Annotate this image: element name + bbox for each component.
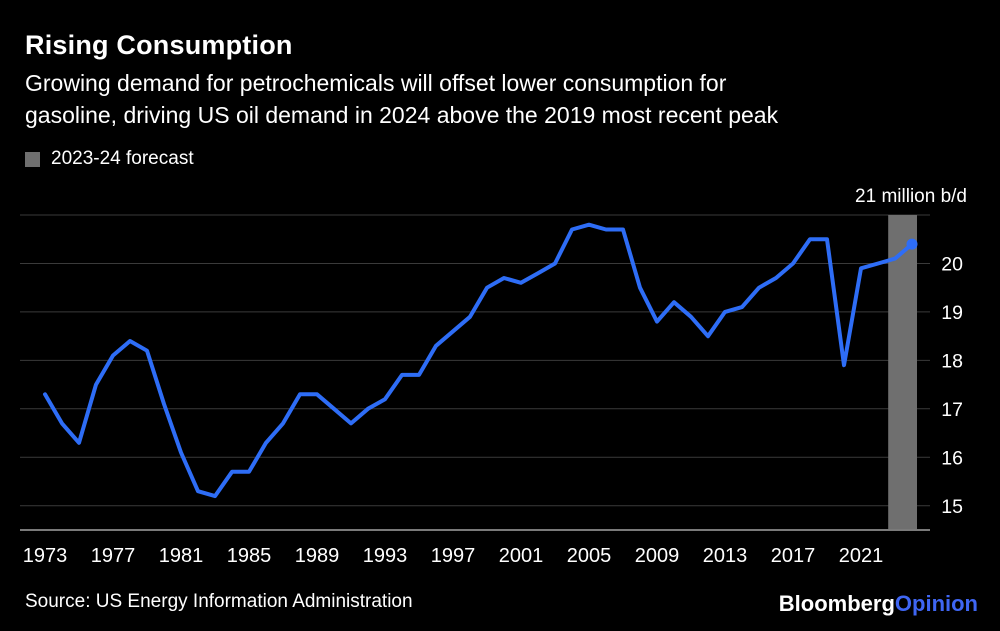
forecast-band [888, 215, 917, 530]
y-tick-label: 16 [941, 447, 963, 469]
x-tick-label: 2009 [635, 545, 680, 567]
chart-subtitle-line1: Growing demand for petrochemicals will o… [25, 70, 727, 96]
line-end-dot [906, 238, 918, 250]
x-tick-label: 1997 [431, 545, 476, 567]
x-tick-label: 2017 [771, 545, 816, 567]
chart-subtitle: Growing demand for petrochemicals will o… [25, 67, 778, 131]
brand-bloomberg: Bloomberg [778, 591, 895, 616]
x-tick-label: 1977 [91, 545, 136, 567]
x-tick-label: 1989 [295, 545, 340, 567]
x-tick-label: 1973 [23, 545, 68, 567]
y-tick-label: 18 [941, 350, 963, 372]
x-tick-label: 2001 [499, 545, 544, 567]
y-axis-unit-label: 21 million b/d [855, 186, 967, 207]
forecast-legend-swatch [25, 151, 40, 167]
legend: 2023-24 forecast [25, 148, 194, 170]
demand-line [43, 222, 914, 499]
y-tick-label: 20 [941, 254, 963, 276]
x-tick-label: 1985 [227, 545, 272, 567]
y-tick-label: 17 [941, 399, 963, 421]
bloomberg-opinion-logo: BloombergOpinion [779, 591, 978, 617]
brand-opinion: Opinion [894, 591, 978, 616]
x-tick-label: 2005 [567, 545, 612, 567]
x-tick-label: 1981 [159, 545, 204, 567]
chart-title: Rising Consumption [25, 30, 293, 60]
chart-subtitle-line2: gasoline, driving US oil demand in 2024 … [25, 102, 779, 128]
x-tick-label: 2013 [703, 545, 748, 567]
x-tick-label: 1993 [363, 545, 408, 567]
y-tick-label: 15 [941, 496, 963, 518]
forecast-legend-label: 2023-24 forecast [51, 148, 194, 169]
source-note: Source: US Energy Information Administra… [25, 591, 413, 612]
x-tick-label: 2021 [839, 545, 884, 567]
y-tick-label: 19 [941, 302, 963, 324]
